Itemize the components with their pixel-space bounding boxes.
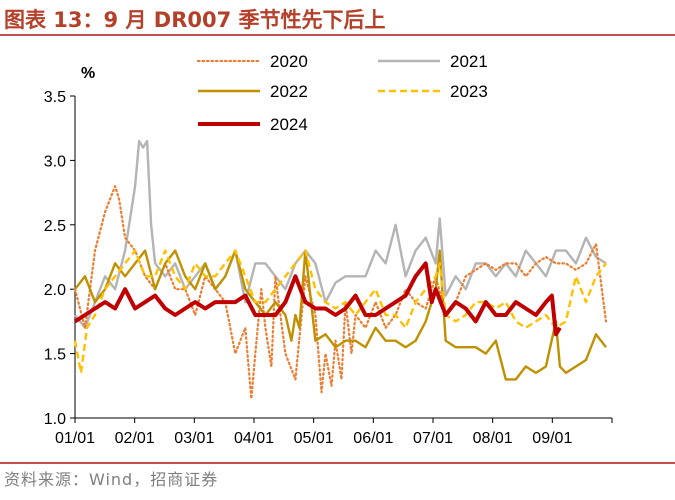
- series-line-2022: [74, 249, 607, 381]
- y-tick-label: 1.5: [44, 347, 66, 364]
- source-divider: [0, 462, 675, 464]
- y-tick-label: 1.0: [44, 411, 66, 428]
- series-line-2021: [74, 139, 607, 329]
- series-line-2023: [73, 249, 607, 375]
- axes: % 1.0 1.5 2.0 2.5 3.0 3.5 01/01 02/01 03/01 04/01 0…: [44, 65, 613, 447]
- dr007-seasonality-chart: % 1.0 1.5 2.0 2.5 3.0 3.5 01/01 02/01 03/01 04/01 0…: [44, 52, 613, 447]
- legend: 2020 2021 2022 2023 2024: [196, 52, 488, 134]
- series-line-2024: [73, 261, 562, 337]
- title-divider: [0, 34, 675, 36]
- y-tick-label: 2.0: [44, 282, 66, 299]
- x-tick-label: 04/01: [234, 430, 274, 447]
- x-tick-label: 07/01: [413, 430, 453, 447]
- y-unit-label: %: [81, 65, 95, 82]
- legend-label-2024: 2024: [270, 115, 308, 134]
- legend-label-2022: 2022: [270, 82, 308, 101]
- title-bar: 图表 13：9 月 DR007 季节性先下后上: [0, 0, 675, 34]
- x-tick-label: 02/01: [115, 430, 155, 447]
- series-line-2020: [73, 185, 608, 400]
- x-tick-label: 05/01: [294, 430, 334, 447]
- y-tick-label: 3.5: [44, 89, 66, 106]
- x-tick-label: 01/01: [55, 430, 95, 447]
- chart-title: 图表 13：9 月 DR007 季节性先下后上: [4, 8, 386, 32]
- legend-label-2021: 2021: [450, 52, 488, 71]
- series-lines: [73, 139, 608, 400]
- y-tick-label: 3.0: [44, 153, 66, 170]
- x-tick-label: 03/01: [174, 430, 214, 447]
- x-tick-label: 06/01: [353, 430, 393, 447]
- source-note: 资料来源：Wind，招商证券: [4, 470, 219, 489]
- y-tick-label: 2.5: [44, 218, 66, 235]
- x-tick-label: 08/01: [473, 430, 513, 447]
- x-tick-label: 09/01: [532, 430, 572, 447]
- legend-label-2020: 2020: [270, 52, 308, 71]
- legend-label-2023: 2023: [450, 82, 488, 101]
